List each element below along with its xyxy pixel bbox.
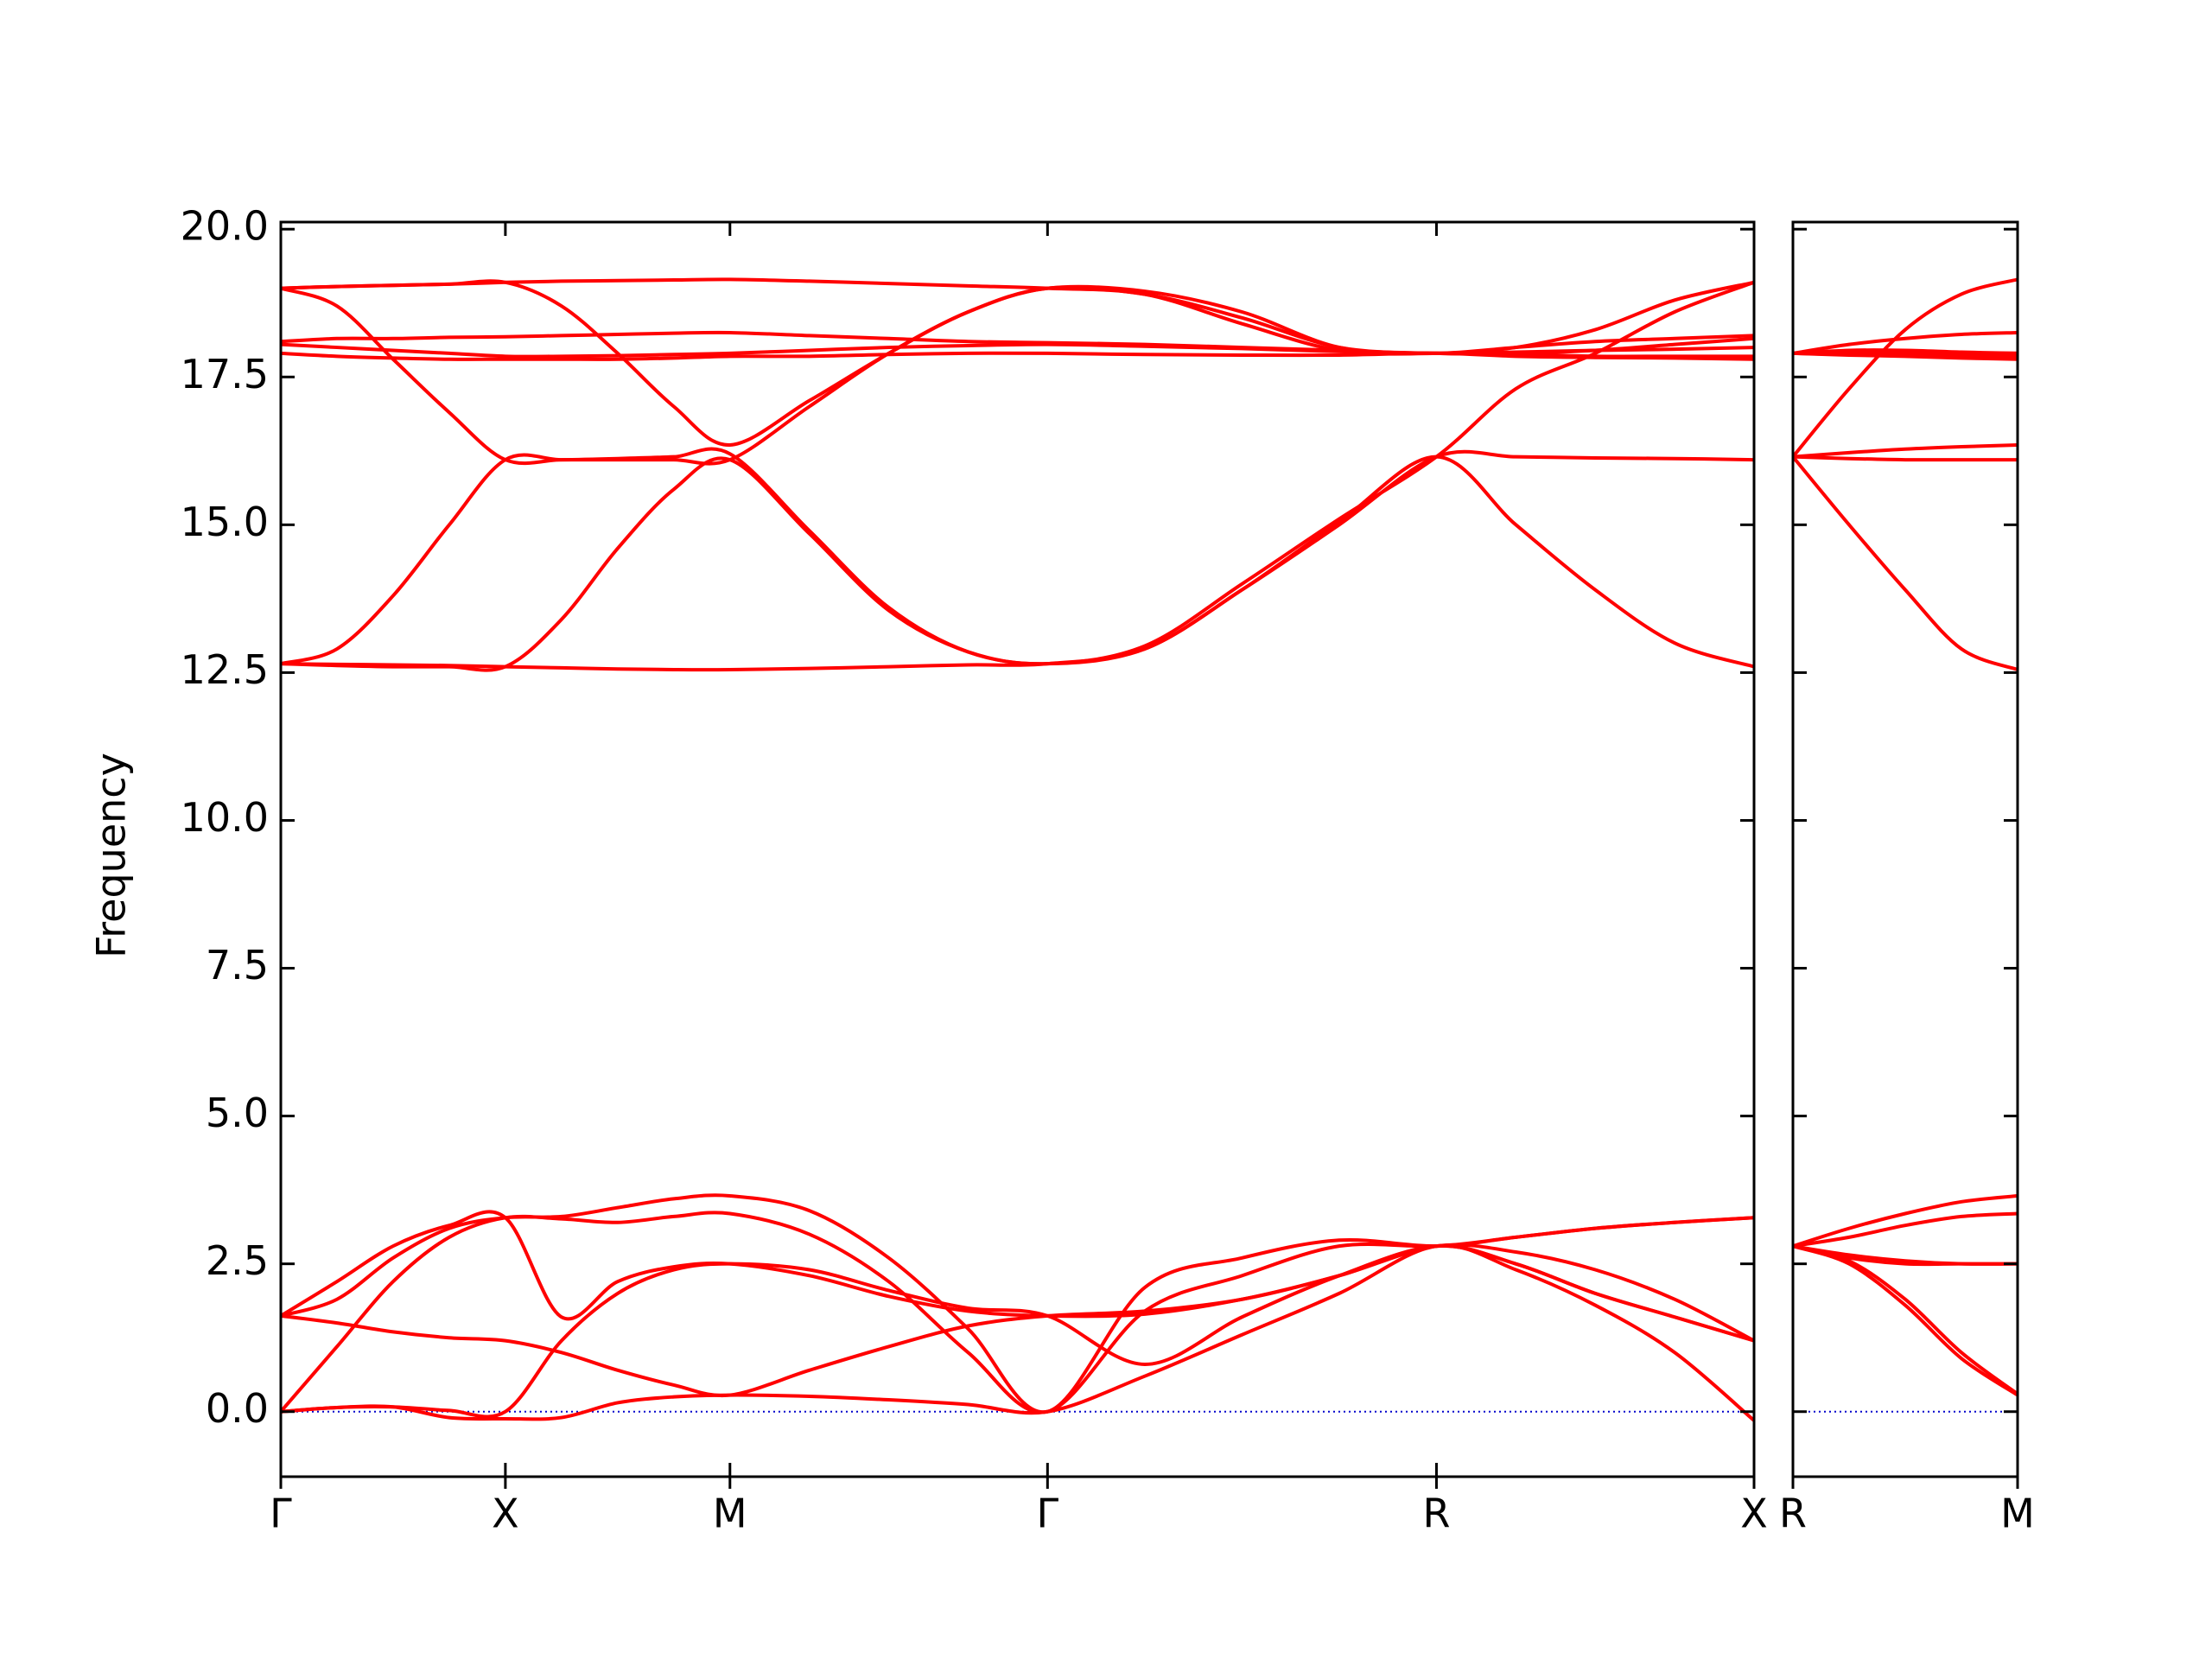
band-line	[1793, 348, 2018, 355]
band-line	[1793, 1244, 2018, 1395]
band-line	[1793, 1244, 2018, 1266]
y-tick-label: 2.5	[206, 1237, 269, 1284]
y-tick-label: 0.0	[206, 1385, 269, 1432]
y-tick-label: 10.0	[181, 794, 269, 841]
band-line	[281, 1193, 1754, 1414]
band-line	[1793, 454, 2018, 462]
band-line	[281, 284, 1754, 466]
y-tick-label: 17.5	[181, 351, 269, 397]
band-line	[281, 1243, 1754, 1419]
y-tick-label: 12.5	[181, 646, 269, 693]
band-line	[1793, 330, 2018, 355]
band-line	[281, 447, 1754, 669]
band-line	[1793, 442, 2018, 459]
x-tick-label: R	[1422, 1491, 1450, 1537]
x-tick-label: X	[1740, 1491, 1768, 1537]
y-axis-label: Frequency	[88, 753, 135, 958]
band-line	[281, 280, 1754, 672]
x-tick-label: M	[2000, 1491, 2035, 1537]
band-line	[281, 1211, 1754, 1414]
x-tick-label: Γ	[270, 1491, 292, 1537]
plot-frame	[279, 220, 1756, 1478]
band-line	[1793, 277, 2018, 458]
band-line	[281, 449, 1754, 672]
band-line	[281, 1243, 1754, 1422]
band-line	[1793, 1193, 2018, 1249]
x-tick-label: M	[713, 1491, 747, 1537]
plot-frame	[1791, 220, 2019, 1478]
y-tick-label: 20.0	[181, 203, 269, 250]
y-tick-label: 5.0	[206, 1090, 269, 1136]
band-line	[281, 342, 1754, 359]
band-line	[281, 277, 1754, 356]
band-line	[281, 1210, 1754, 1343]
y-tick-label: 15.0	[181, 499, 269, 545]
x-tick-label: R	[1779, 1491, 1807, 1537]
band-line	[1793, 1244, 2018, 1397]
y-tick-label: 7.5	[206, 942, 269, 988]
x-tick-label: Γ	[1037, 1491, 1059, 1537]
band-line	[281, 1243, 1754, 1398]
band-line	[281, 279, 1754, 447]
band-line	[1793, 1211, 2018, 1249]
band-line	[1793, 455, 2018, 671]
x-tick-label: X	[492, 1491, 519, 1537]
